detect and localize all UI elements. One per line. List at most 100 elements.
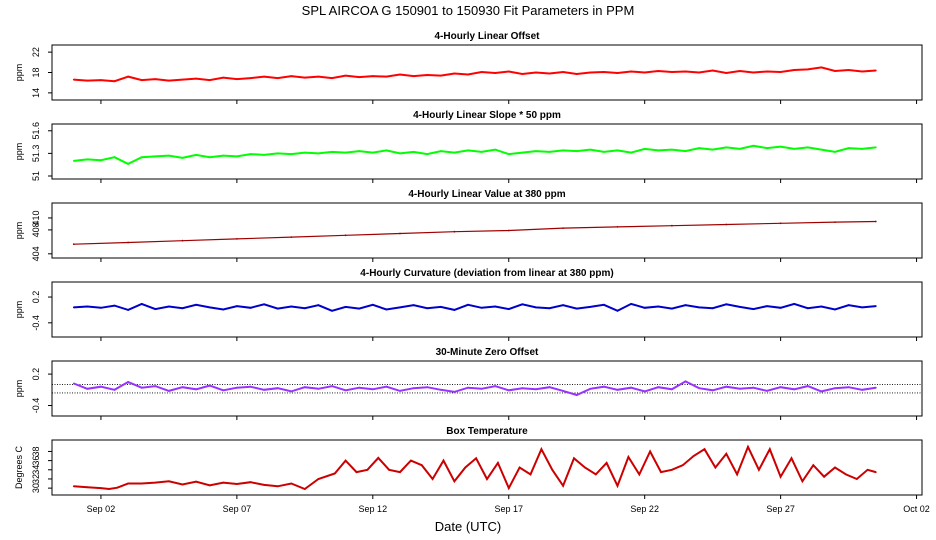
y-axis-label: ppm [14, 143, 24, 161]
data-point [507, 487, 510, 489]
data-point [412, 75, 415, 77]
data-point [371, 151, 374, 154]
series-line [73, 144, 876, 166]
data-point [779, 222, 782, 225]
data-point [630, 386, 632, 389]
data-point [426, 153, 429, 156]
data-point [426, 307, 429, 310]
data-point [426, 74, 429, 76]
data-point [344, 306, 347, 308]
data-point [290, 390, 293, 393]
data-point [575, 394, 578, 396]
data-point [603, 71, 605, 73]
data-point [480, 306, 483, 309]
data-point [834, 466, 836, 469]
data-point [711, 389, 714, 392]
data-point [100, 159, 102, 162]
data-point [113, 156, 116, 159]
series-line [73, 66, 876, 83]
data-point [521, 387, 524, 390]
data-point [657, 70, 660, 72]
data-point [154, 385, 157, 387]
data-point [113, 80, 116, 83]
data-point [616, 226, 619, 228]
data-point [86, 79, 89, 82]
data-point [86, 305, 89, 308]
data-point [711, 148, 714, 151]
data-point [643, 306, 646, 309]
data-point [331, 309, 333, 312]
panel-title: 4-Hourly Linear Value at 380 ppm [408, 189, 565, 200]
plot-frame [51, 360, 923, 417]
data-point [181, 239, 184, 242]
data-point [861, 148, 864, 150]
data-point [834, 308, 836, 311]
data-point [766, 305, 768, 307]
data-point [344, 151, 347, 154]
data-point [399, 73, 401, 76]
data-point [140, 303, 143, 305]
data-point [594, 473, 597, 476]
data-point [168, 154, 170, 157]
data-point [355, 471, 358, 473]
data-point [671, 468, 673, 471]
data-point [725, 452, 728, 455]
data-point [358, 150, 361, 153]
data-point [344, 234, 347, 237]
data-point [847, 304, 850, 307]
data-point [874, 146, 877, 149]
data-point [290, 482, 293, 485]
data-point [684, 150, 687, 153]
data-point [86, 387, 89, 390]
data-point [100, 385, 102, 388]
data-point [222, 389, 225, 392]
data-point [399, 152, 401, 155]
data-point [874, 220, 877, 223]
data-point [845, 473, 847, 476]
x-axis-label: Date (UTC) [435, 519, 501, 534]
y-axis-label: ppm [14, 380, 24, 398]
data-point [168, 79, 170, 82]
data-point [548, 72, 551, 75]
data-point [801, 480, 804, 483]
data-point [711, 307, 714, 310]
data-point [377, 457, 380, 459]
data-point [116, 486, 119, 489]
y-tick-label: 51.3 [31, 145, 41, 163]
data-point [453, 72, 456, 75]
data-point [276, 152, 279, 155]
data-point [630, 151, 632, 154]
data-point [442, 459, 445, 462]
panel-title: 4-Hourly Linear Slope * 50 ppm [413, 110, 561, 121]
data-point [208, 306, 211, 309]
data-point [823, 475, 825, 478]
data-point [698, 71, 700, 74]
data-point [834, 387, 836, 390]
data-point [113, 304, 116, 307]
data-point [385, 385, 388, 388]
data-point [290, 236, 293, 239]
data-point [874, 69, 877, 72]
data-point [548, 386, 551, 389]
data-point [812, 464, 815, 467]
data-point [494, 305, 497, 308]
panel-2: 4-Hourly Linear Slope * 50 ppm 51 51.3 51.6… [14, 110, 923, 181]
data-point [303, 307, 306, 310]
data-point [616, 72, 619, 74]
data-point [222, 154, 225, 157]
data-point [779, 145, 782, 148]
data-point [834, 70, 836, 72]
y-tick-label: -0.4 [31, 315, 41, 331]
data-point [249, 481, 252, 484]
data-point [779, 475, 782, 478]
data-point [643, 148, 646, 150]
data-point [573, 457, 575, 460]
data-point [303, 76, 306, 79]
series-line [73, 380, 876, 397]
y-axis-label: ppm [14, 301, 24, 319]
x-tick-label: Sep 27 [766, 504, 795, 514]
data-point [263, 75, 265, 78]
data-point [603, 385, 605, 388]
data-point [464, 466, 467, 469]
data-point [535, 388, 537, 391]
